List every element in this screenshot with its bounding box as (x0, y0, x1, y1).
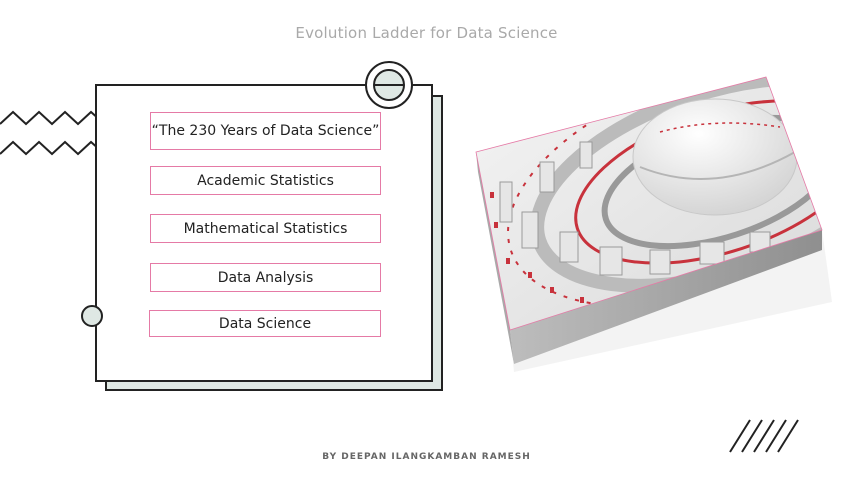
diagonal-hatch-icon (729, 419, 799, 453)
page-title: Evolution Ladder for Data Science (295, 24, 558, 42)
ladder-step-academic-statistics: Academic Statistics (150, 166, 381, 195)
ladder-step-mathematical-statistics: Mathematical Statistics (150, 214, 381, 243)
futuristic-city-model-image (475, 76, 832, 372)
circle-dot-icon (81, 305, 103, 327)
ladder-step-data-analysis: Data Analysis (150, 263, 381, 292)
ring-icon (365, 61, 413, 109)
zigzag-decoration-icon (0, 110, 100, 156)
ladder-step-data-science: Data Science (149, 310, 381, 337)
author-byline: BY DEEPAN ILANGKAMBAN RAMESH (322, 452, 531, 462)
ladder-step-230-years: “The 230 Years of Data Science” (150, 112, 381, 150)
